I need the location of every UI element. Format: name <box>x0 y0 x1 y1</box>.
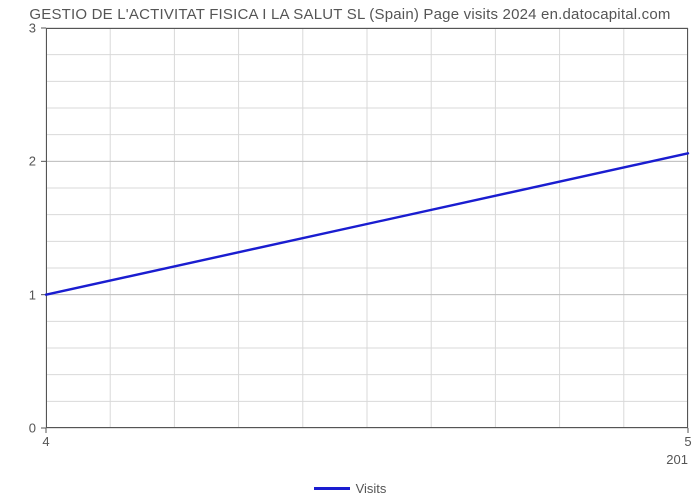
y-tick-label: 1 <box>29 287 36 302</box>
y-tick-label: 3 <box>29 21 36 36</box>
legend: Visits <box>0 480 700 496</box>
x-tick-label: 5 <box>684 434 691 449</box>
legend-swatch <box>314 487 350 490</box>
y-tick-label: 2 <box>29 154 36 169</box>
legend-label: Visits <box>356 481 387 496</box>
y-tick-label: 0 <box>29 421 36 436</box>
x-axis-title-right: 201 <box>666 452 688 467</box>
chart-container: GESTIO DE L'ACTIVITAT FISICA I LA SALUT … <box>0 0 700 500</box>
chart-title: GESTIO DE L'ACTIVITAT FISICA I LA SALUT … <box>0 6 700 23</box>
x-tick-label: 4 <box>42 434 49 449</box>
plot-area: 012345201 <box>46 28 688 428</box>
